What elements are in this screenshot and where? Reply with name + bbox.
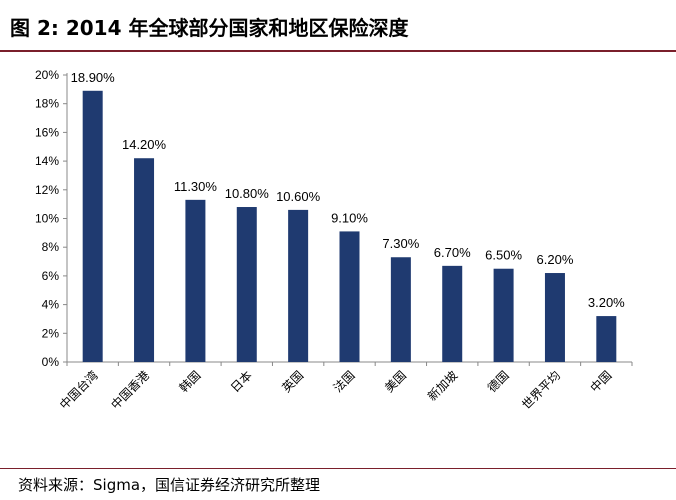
y-tick-label: 6%	[42, 269, 60, 283]
data-label: 11.30%	[174, 179, 218, 194]
y-tick-label: 20%	[35, 68, 59, 82]
x-tick-label: 美国	[382, 368, 409, 395]
bars-layer	[82, 90, 617, 362]
y-tick-label: 10%	[35, 212, 59, 226]
y-tick-label: 2%	[42, 326, 60, 340]
axis-layer: 0% 2% 4% 6% 8% 10% 12% 14% 16% 18% 20%	[35, 68, 633, 369]
bar	[134, 158, 155, 362]
bar-chart: 0% 2% 4% 6% 8% 10% 12% 14% 16% 18% 20% 18.90% 中国台湾 1…	[35, 68, 633, 413]
x-tick-label: 法国	[331, 368, 358, 395]
y-tick-label: 4%	[42, 298, 60, 312]
x-tick-label: 世界平均	[519, 368, 563, 412]
bar	[339, 231, 360, 362]
bar	[390, 257, 411, 362]
figure-title: 图 2: 2014 年全球部分国家和地区保险深度	[10, 16, 409, 40]
y-tick-label: 18%	[35, 97, 59, 111]
data-label: 10.80%	[225, 186, 270, 201]
x-tick-label: 韩国	[176, 368, 204, 396]
bar	[82, 90, 103, 362]
source-note: 资料来源：Sigma，国信证券经济研究所整理	[18, 476, 321, 494]
x-tick-label: 中国香港	[108, 368, 153, 413]
bar	[288, 209, 309, 362]
bar	[185, 199, 206, 362]
data-label: 14.20%	[122, 137, 167, 152]
x-tick-label: 中国	[587, 368, 615, 396]
source-rule	[0, 468, 676, 469]
x-tick-label: 德国	[484, 368, 512, 396]
data-label: 10.60%	[276, 189, 321, 204]
bar	[236, 207, 257, 362]
y-tick-label: 16%	[35, 125, 59, 139]
title-rule	[0, 50, 676, 52]
y-tick-label: 0%	[42, 355, 60, 369]
y-tick-label: 8%	[42, 240, 60, 254]
data-label: 3.20%	[588, 295, 625, 310]
title-bar: 图 2: 2014 年全球部分国家和地区保险深度	[0, 0, 676, 50]
y-tick-label: 12%	[35, 183, 59, 197]
x-tick-label: 新加坡	[424, 368, 460, 404]
y-tick-label: 14%	[35, 154, 59, 168]
x-tick-label: 英国	[279, 368, 306, 395]
data-label: 6.20%	[537, 252, 574, 267]
data-label: 7.30%	[382, 236, 419, 251]
bar	[596, 316, 617, 362]
x-tick-label: 日本	[228, 368, 255, 395]
data-label: 6.50%	[485, 248, 522, 263]
data-label: 18.90%	[71, 70, 116, 85]
data-label: 6.70%	[434, 245, 471, 260]
data-label: 9.10%	[331, 210, 368, 225]
bar	[442, 265, 463, 362]
x-tick-label: 中国台湾	[56, 368, 101, 413]
bar	[493, 268, 514, 362]
bar	[544, 273, 565, 362]
